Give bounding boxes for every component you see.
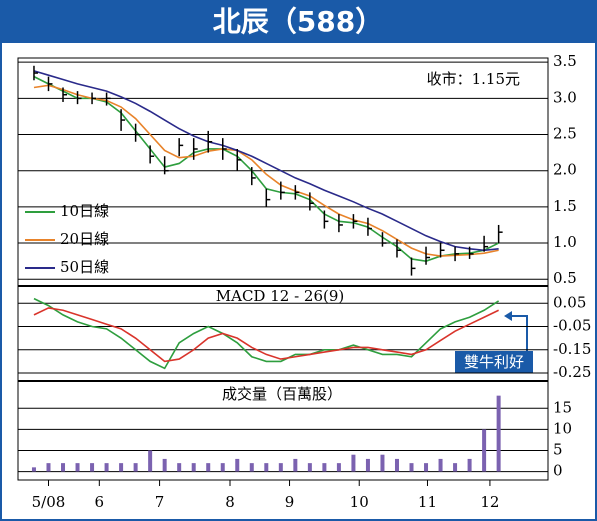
y-tick-label: -0.15 — [553, 340, 591, 358]
volume-bar — [104, 463, 109, 472]
y-tick-label: 2.0 — [553, 161, 577, 179]
volume-bar — [177, 463, 182, 472]
legend-label: 50日線 — [60, 258, 109, 276]
line-series — [33, 75, 499, 262]
y-tick-label: 0.05 — [553, 293, 586, 311]
y-tick-label: 2.5 — [553, 125, 577, 143]
legend-label: 20日線 — [60, 230, 109, 248]
volume-bar — [482, 429, 487, 472]
volume-bar — [394, 458, 399, 472]
volume-bar — [496, 395, 501, 472]
volume-bar — [191, 463, 196, 472]
y-tick-label: 5 — [553, 440, 563, 458]
line-series — [33, 307, 499, 363]
volume-bar — [467, 458, 472, 472]
header — [1, 1, 596, 43]
y-tick-label: 3.0 — [553, 88, 577, 106]
volume-bar — [220, 463, 225, 472]
volume-bar — [336, 463, 341, 472]
line-series — [33, 297, 500, 370]
volume-bar — [31, 467, 36, 472]
volume-bar — [119, 463, 124, 472]
close-annotation: 收市：1.15元 — [427, 70, 520, 88]
line-series — [33, 70, 499, 252]
macd-title: MACD 12 - 26(9) — [216, 287, 345, 305]
volume-bar — [133, 463, 138, 472]
volume-bar — [75, 463, 80, 472]
volume-bar — [148, 450, 153, 472]
x-tick-label: 5/08 — [32, 493, 66, 511]
y-tick-label: 15 — [553, 398, 572, 416]
volume-bar — [409, 463, 414, 472]
volume-bar — [438, 458, 443, 472]
volume-bar — [46, 463, 51, 472]
y-tick-label: -0.25 — [553, 363, 591, 381]
volume-bar — [322, 463, 327, 472]
x-tick-label: 7 — [155, 493, 165, 511]
line-series — [33, 84, 499, 257]
volume-bar — [365, 458, 370, 472]
volume-bar — [351, 454, 356, 472]
y-tick-label: 1.0 — [553, 233, 577, 251]
volume-bar — [278, 463, 283, 472]
y-tick-label: 1.5 — [553, 197, 577, 215]
volume-bar — [206, 463, 211, 472]
y-tick-label: 3.5 — [553, 52, 577, 70]
volume-bar — [264, 463, 269, 472]
volume-bar — [61, 463, 66, 472]
x-tick-label: 10 — [350, 493, 369, 511]
signal-annotation: 雙牛利好 — [464, 353, 524, 371]
x-tick-label: 12 — [480, 493, 499, 511]
y-tick-label: 10 — [553, 419, 572, 437]
volume-bar — [380, 454, 385, 472]
volume-bar — [424, 463, 429, 472]
y-tick-label: 0 — [553, 462, 563, 480]
volume-title: 成交量（百萬股） — [222, 385, 342, 403]
x-tick-label: 6 — [95, 493, 105, 511]
volume-bar — [293, 458, 298, 472]
plot-frame — [17, 57, 549, 481]
volume-bar — [249, 463, 254, 472]
y-tick-label: -0.05 — [553, 317, 591, 335]
volume-bar — [307, 463, 312, 472]
chart-title: 北辰（588） — [213, 5, 383, 38]
x-tick-label: 8 — [225, 493, 235, 511]
volume-bar — [90, 463, 95, 472]
volume-bar — [162, 458, 167, 472]
annotation-arrow — [455, 311, 533, 373]
volume-bar — [453, 463, 458, 472]
volume-bar — [235, 458, 240, 472]
legend-label: 10日線 — [60, 202, 109, 220]
x-tick-label: 9 — [285, 493, 295, 511]
y-tick-label: 0.5 — [553, 269, 577, 287]
x-tick-label: 11 — [418, 493, 437, 511]
